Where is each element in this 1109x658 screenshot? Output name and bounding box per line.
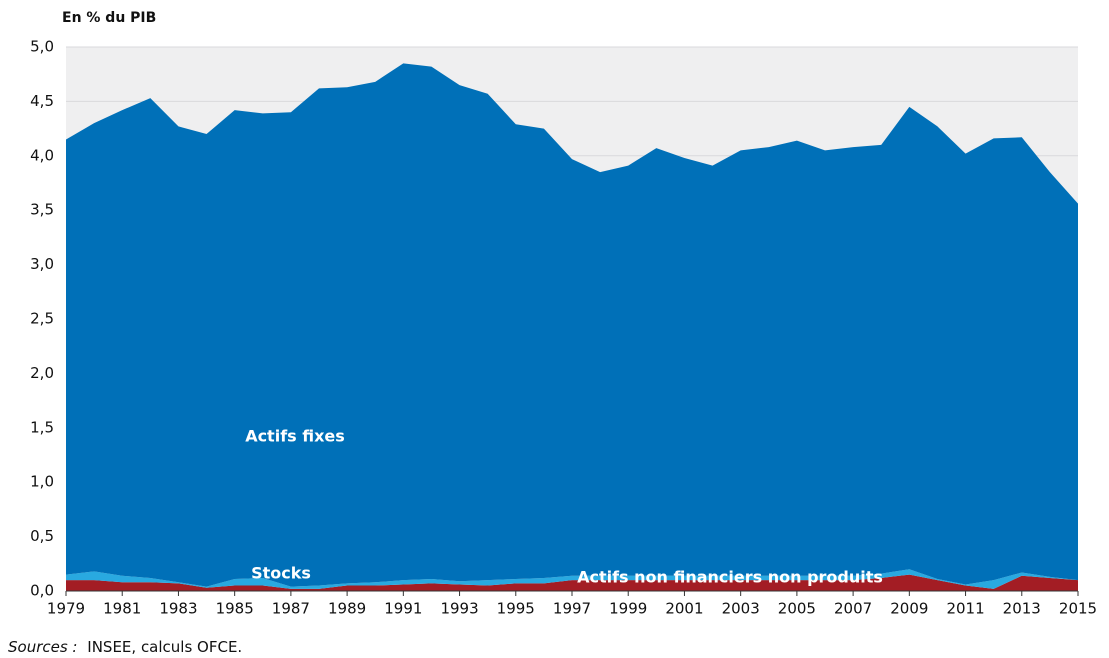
- area: [66, 63, 1078, 587]
- area: [66, 574, 1078, 591]
- source-text: INSEE, calculs OFCE.: [87, 638, 242, 656]
- y-tick-label: 2,5: [30, 310, 54, 328]
- source-label: Sources :: [8, 638, 78, 656]
- y-tick-label: 0,5: [30, 527, 54, 545]
- y-tick-label: 4,0: [30, 146, 54, 164]
- y-tick-label: 0,0: [30, 582, 54, 600]
- x-tick-label: 2015: [1059, 600, 1097, 618]
- x-tick-label: 2003: [722, 600, 760, 618]
- x-tick-label: 2009: [890, 600, 928, 618]
- x-tick-label: 1997: [553, 600, 591, 618]
- x-tick-label: 2013: [1003, 600, 1041, 618]
- x-tick-label: 1981: [103, 600, 141, 618]
- y-tick-label: 4,5: [30, 92, 54, 110]
- x-tick-label: 2007: [834, 600, 872, 618]
- source: Sources : INSEE, calculs OFCE.: [8, 638, 242, 656]
- x-tick-label: 1999: [609, 600, 647, 618]
- annotation: Actifs non financiers non produits: [577, 568, 883, 587]
- x-tick-label: 1979: [47, 600, 85, 618]
- y-tick-label: 5,0: [30, 38, 54, 56]
- y-tick-label: 3,5: [30, 201, 54, 219]
- y-tick-label: 2,0: [30, 364, 54, 382]
- y-axis-label: En % du PIB: [62, 10, 156, 26]
- y-tick-label: 1,0: [30, 473, 54, 491]
- x-tick-label: 1983: [159, 600, 197, 618]
- x-tick-label: 1987: [272, 600, 310, 618]
- area: [66, 569, 1078, 589]
- x-tick-label: 2001: [665, 600, 703, 618]
- annotation: Actifs fixes: [245, 427, 345, 446]
- x-tick-label: 2011: [946, 600, 984, 618]
- x-tick-label: 1989: [328, 600, 366, 618]
- y-tick-label: 1,5: [30, 418, 54, 436]
- x-tick-label: 1985: [216, 600, 254, 618]
- annotation: Stocks: [251, 564, 311, 583]
- y-tick-label: 3,0: [30, 255, 54, 273]
- x-tick-label: 1991: [384, 600, 422, 618]
- x-tick-label: 1995: [497, 600, 535, 618]
- x-tick-label: 2005: [778, 600, 816, 618]
- x-tick-label: 1993: [440, 600, 478, 618]
